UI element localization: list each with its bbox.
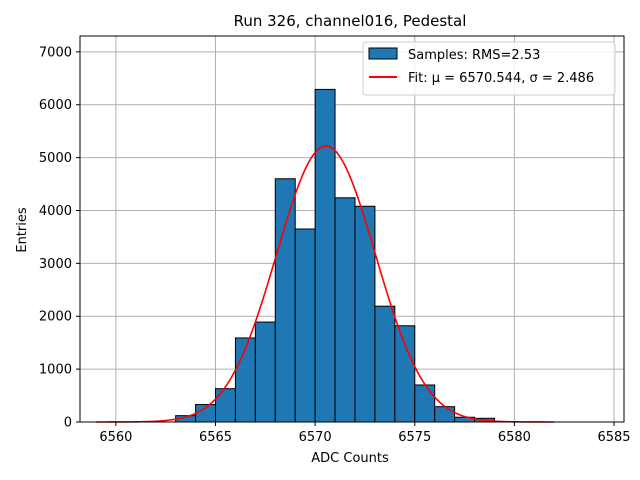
y-tick-label: 5000 [39,151,72,166]
x-tick-label: 6585 [597,430,630,445]
histogram-bar [334,197,356,423]
y-tick-label: 1000 [39,363,72,378]
legend-label-fit: Fit: μ = 6570.544, σ = 2.486 [408,71,594,86]
x-tick-label: 6560 [99,430,132,445]
y-tick-label: 3000 [39,257,72,272]
histogram-bar [215,388,236,423]
histogram-bar [414,384,436,423]
legend-box [362,41,616,96]
legend-label-samples: Samples: RMS=2.53 [408,48,540,63]
x-tick-label: 6580 [498,430,531,445]
chart-title: Run 326, channel016, Pedestal [234,12,467,30]
bars-layer [175,88,495,423]
legend: Samples: RMS=2.53 Fit: μ = 6570.544, σ =… [362,41,616,96]
y-tick-label: 6000 [39,98,72,113]
y-tick-label: 4000 [39,204,72,219]
histogram-bar [374,305,396,423]
histogram-bar [434,406,456,423]
histogram-bar [354,205,376,423]
fit-curve [95,145,555,423]
fit-layer [95,145,555,423]
x-tick-label: 6570 [299,430,332,445]
histogram-bar [294,228,316,423]
y-ticks: 0 1000 2000 3000 4000 5000 6000 7000 [39,45,80,431]
y-tick-label: 7000 [39,45,72,60]
y-axis-label: Entries [15,207,30,253]
x-axis-label: ADC Counts [311,451,389,466]
x-tick-label: 6565 [199,430,232,445]
histogram-bar [254,321,276,423]
x-ticks: 6560 6565 6570 6575 6580 6585 [99,422,631,445]
legend-swatch-samples [368,47,398,60]
y-tick-label: 0 [64,416,72,431]
x-tick-label: 6575 [398,430,431,445]
histogram-bar [314,88,336,423]
plot-frame [79,35,625,423]
histogram-bar [274,178,296,423]
y-tick-label: 2000 [39,310,72,325]
histogram-bar [394,325,416,423]
